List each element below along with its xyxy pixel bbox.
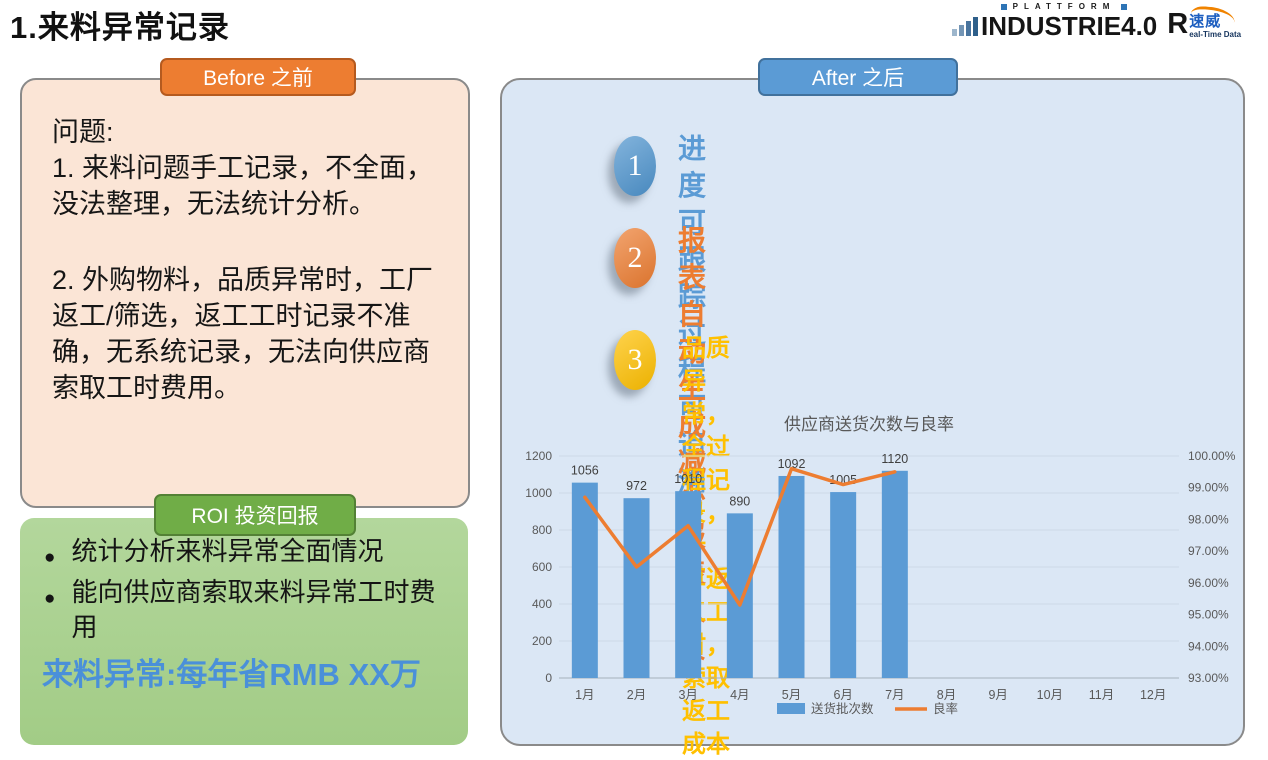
brand-logo: PLATTFORM INDUSTRIE4.0 R 速威 eal-Time Dat… — [952, 2, 1262, 39]
left-axis-tick: 1200 — [525, 449, 552, 463]
bar-2月 — [623, 498, 650, 678]
swoosh-icon — [1190, 5, 1236, 23]
bullet-icon: ● — [44, 547, 56, 568]
x-axis-tick: 7月 — [885, 688, 904, 702]
x-axis-tick: 10月 — [1037, 688, 1063, 702]
bar-label: 972 — [626, 479, 647, 493]
x-axis-tick: 1月 — [575, 688, 594, 702]
roi-bullet-2: ● 能向供应商索取来料异常工时费用 — [42, 575, 458, 645]
x-axis-tick: 5月 — [782, 688, 801, 702]
plattform-row: PLATTFORM — [952, 2, 1176, 11]
x-axis-tick: 2月 — [627, 688, 646, 702]
logo-square-icon — [1121, 3, 1128, 10]
logo-main-row: INDUSTRIE4.0 R 速威 eal-Time Data — [952, 5, 1262, 41]
left-axis-tick: 600 — [532, 560, 552, 574]
right-axis-tick: 95.00% — [1188, 608, 1229, 622]
bar-label: 1120 — [881, 452, 908, 466]
left-axis-tick: 200 — [532, 634, 552, 648]
x-axis-tick: 9月 — [988, 688, 1007, 702]
x-axis-tick: 3月 — [678, 688, 697, 702]
before-text: 问题: 1. 来料问题手工记录，不全面，没法整理，无法统计分析。 2. 外购物料… — [22, 80, 468, 406]
combo-chart-svg: 供应商送货次数与良率 1200 1000 800 600 400 200 0 100.00% 99… — [525, 415, 1236, 716]
problem-item-1: 1. 来料问题手工记录，不全面，没法整理，无法统计分析。 — [52, 153, 434, 219]
tab-roi: ROI 投资回报 — [154, 494, 356, 536]
bullet-icon: ● — [44, 588, 56, 609]
legend-bar-label: 送货批次数 — [811, 701, 874, 716]
problem-title: 问题: — [52, 117, 114, 147]
x-axis-tick: 6月 — [833, 688, 852, 702]
right-axis-tick: 100.00% — [1188, 449, 1236, 463]
bar-6月 — [830, 492, 857, 678]
brand-chinese: 速威 — [1189, 13, 1222, 31]
x-axis-tick: 8月 — [937, 688, 956, 702]
left-axis-tick: 400 — [532, 597, 552, 611]
yield-rate-line — [583, 466, 897, 607]
tab-before: Before 之前 — [160, 58, 356, 96]
numbered-circle-1: 1 — [614, 136, 656, 196]
point-text-1: 进度可跟踪 过程可追溯 — [678, 133, 707, 497]
x-axis-tick: 12月 — [1140, 688, 1166, 702]
legend-bar-swatch — [777, 703, 805, 714]
supplier-delivery-chart: 供应商送货次数与良率 1200 1000 800 600 400 200 0 100.00% 99… — [514, 406, 1239, 742]
right-axis-tick: 98.00% — [1188, 512, 1229, 526]
bar-label: 1010 — [674, 472, 702, 486]
x-axis-tick: 4月 — [730, 688, 749, 702]
bar-1月 — [571, 482, 598, 678]
bar-7月 — [881, 470, 908, 678]
problem-item-2: 2. 外购物料，品质异常时，工厂返工/筛选，返工工时记录不准确，无系统记录，无法… — [52, 265, 434, 403]
logo-square-icon — [1000, 3, 1007, 10]
right-axis-tick: 99.00% — [1188, 481, 1229, 495]
tab-after: After 之后 — [758, 58, 958, 96]
bar-5月 — [778, 475, 805, 678]
numbered-circle-2: 2 — [614, 228, 656, 288]
bar-label: 1092 — [778, 457, 806, 471]
page-title: 1.来料异常记录 — [10, 10, 230, 45]
plattform-label: PLATTFORM — [1012, 2, 1116, 11]
bar-chart-icon — [952, 16, 978, 39]
x-axis-tick: 11月 — [1089, 688, 1114, 702]
brand-subtitle: eal-Time Data — [1189, 29, 1242, 39]
left-axis-tick: 800 — [532, 523, 552, 537]
industrie-wordmark: INDUSTRIE4.0 — [981, 10, 1158, 41]
bar-3月 — [675, 491, 702, 678]
bar-label: 1056 — [571, 464, 599, 478]
after-panel: 1 进度可跟踪 过程可追溯 2 报表自动生成 减少报表人员 3 品质异常，全过程… — [500, 78, 1245, 758]
right-axis-tick: 97.00% — [1188, 544, 1229, 558]
roi-highlight: 来料异常:每年省RMB XX万 — [42, 657, 421, 692]
left-axis-tick: 0 — [545, 671, 552, 685]
right-axis-tick: 93.00% — [1188, 671, 1229, 685]
numbered-circle-3: 3 — [614, 330, 656, 390]
right-axis-tick: 96.00% — [1188, 576, 1229, 590]
roi-bullet-1: ● 统计分析来料异常全面情况 — [42, 534, 458, 575]
suwei-brand: 速威 eal-Time Data — [1189, 5, 1242, 39]
roi-panel: ● 统计分析来料异常全面情况 ● 能向供应商索取来料异常工时费用 来料异常:每年… — [20, 518, 468, 745]
left-axis-tick: 1000 — [525, 486, 552, 500]
right-axis-tick: 94.00% — [1188, 639, 1229, 653]
r-letter: R — [1167, 8, 1189, 40]
bar-4月 — [726, 513, 753, 678]
bar-label: 890 — [729, 494, 750, 508]
before-panel: 问题: 1. 来料问题手工记录，不全面，没法整理，无法统计分析。 2. 外购物料… — [20, 78, 470, 508]
chart-title: 供应商送货次数与良率 — [784, 415, 954, 434]
legend-line-label: 良率 — [933, 701, 958, 716]
